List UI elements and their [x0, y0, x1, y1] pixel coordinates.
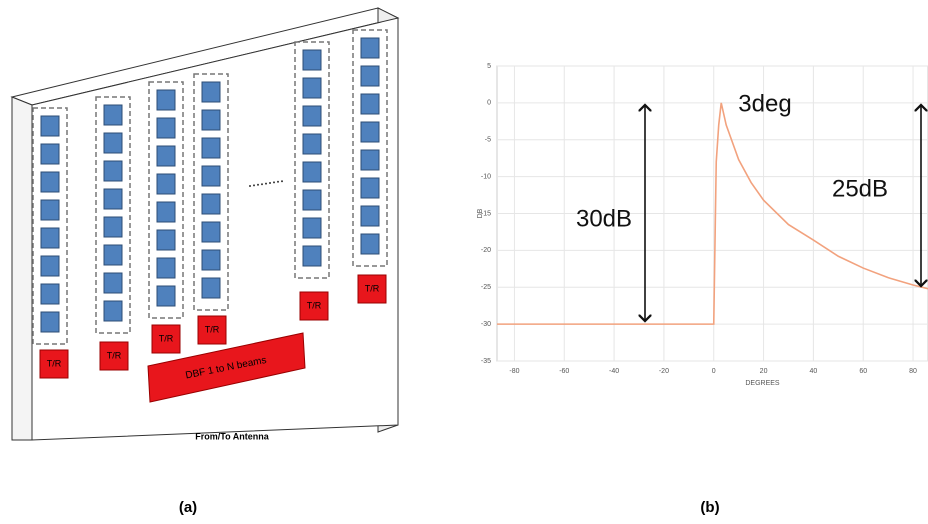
dot [249, 185, 251, 187]
element [157, 174, 175, 194]
element [202, 250, 220, 270]
element [104, 105, 122, 125]
element [202, 278, 220, 298]
y-tick-label: -5 [485, 137, 491, 144]
element [361, 66, 379, 86]
panel-label: (a) [179, 499, 197, 516]
dot [281, 180, 283, 182]
element [157, 258, 175, 278]
element [104, 301, 122, 321]
y-tick-label: -25 [481, 284, 491, 291]
y-tick-label: -30 [481, 321, 491, 328]
element [157, 146, 175, 166]
element [41, 172, 59, 192]
x-tick-label: -40 [609, 368, 619, 375]
element [303, 246, 321, 266]
x-tick-label: -20 [659, 368, 669, 375]
element [202, 82, 220, 102]
element [104, 133, 122, 153]
tr-label: T/R [365, 283, 380, 293]
y-tick-label: 5 [487, 63, 491, 70]
tr-label: T/R [159, 333, 174, 343]
element [361, 150, 379, 170]
dot [265, 183, 267, 185]
dot [253, 184, 255, 186]
tr-label: T/R [107, 350, 122, 360]
element [202, 194, 220, 214]
dot [277, 181, 279, 183]
element [41, 256, 59, 276]
element [361, 234, 379, 254]
antenna-diagram: DBF 1 to N beams From/To Antenna (a) T/R… [12, 8, 398, 516]
tr-label: T/R [205, 324, 220, 334]
panel-label: (b) [700, 499, 719, 516]
element [157, 202, 175, 222]
dot [269, 182, 271, 184]
tr-label: T/R [307, 300, 322, 310]
annotation: 30dB [576, 205, 632, 232]
element [361, 206, 379, 226]
element [41, 116, 59, 136]
element [104, 189, 122, 209]
element [104, 245, 122, 265]
element [361, 94, 379, 114]
figure: DBF 1 to N beams From/To Antenna (a) T/R… [0, 0, 928, 524]
dot [261, 183, 263, 185]
element [361, 38, 379, 58]
element [361, 178, 379, 198]
element [303, 78, 321, 98]
element [303, 190, 321, 210]
x-tick-label: -80 [509, 368, 519, 375]
x-tick-label: 20 [760, 368, 768, 375]
element [157, 118, 175, 138]
element [104, 161, 122, 181]
element [202, 138, 220, 158]
element [303, 162, 321, 182]
element [157, 90, 175, 110]
x-tick-label: 60 [859, 368, 867, 375]
element [202, 222, 220, 242]
y-tick-label: -35 [481, 358, 491, 365]
x-tick-label: 80 [909, 368, 917, 375]
element [41, 200, 59, 220]
element [202, 166, 220, 186]
element [41, 144, 59, 164]
element [41, 312, 59, 332]
dot [257, 184, 259, 186]
x-tick-label: -60 [559, 368, 569, 375]
x-tick-label: 40 [810, 368, 818, 375]
element [303, 218, 321, 238]
x-axis-label: DEGREES [745, 380, 780, 387]
tr-label: T/R [47, 358, 62, 368]
element [104, 217, 122, 237]
caption: From/To Antenna [195, 431, 269, 441]
dot [273, 181, 275, 183]
element [361, 122, 379, 142]
element [303, 134, 321, 154]
y-tick-label: -10 [481, 173, 491, 180]
element [303, 106, 321, 126]
element [157, 230, 175, 250]
x-tick-label: 0 [712, 368, 716, 375]
element [303, 50, 321, 70]
y-axis-label: DB [477, 208, 484, 218]
annotation: 25dB [832, 175, 888, 202]
y-tick-label: 0 [487, 100, 491, 107]
element [41, 284, 59, 304]
element [41, 228, 59, 248]
element [104, 273, 122, 293]
annotation: 3deg [738, 90, 791, 117]
element [202, 110, 220, 130]
panel-edge [12, 97, 32, 440]
element [157, 286, 175, 306]
y-tick-label: -20 [481, 247, 491, 254]
